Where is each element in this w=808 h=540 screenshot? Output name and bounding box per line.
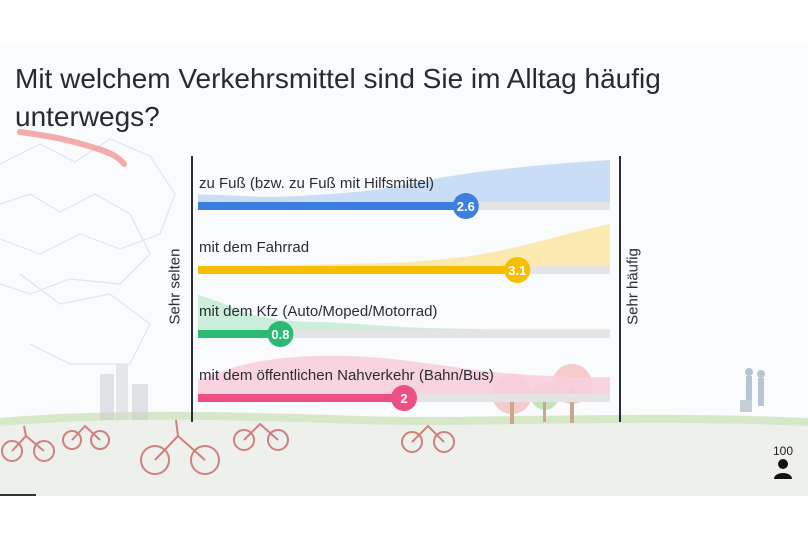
value-label-2: 0.8 (271, 327, 289, 342)
ground-decoration (0, 419, 808, 496)
bar-1 (198, 266, 518, 274)
person-icon (774, 459, 792, 479)
city-skyline-decoration (100, 364, 148, 420)
bar-2 (198, 330, 281, 338)
cyclists-decoration (1, 419, 455, 475)
category-label-1: mit dem Fahrrad (199, 239, 309, 256)
pedestrians-decoration (740, 368, 765, 412)
category-label-0: zu Fuß (bzw. zu Fuß mit Hilfsmittel) (199, 175, 434, 192)
rating-chart: zu Fuß (bzw. zu Fuß mit Hilfsmittel) 2.6 m… (191, 156, 621, 422)
category-label-2: mit dem Kfz (Auto/Moped/Motorrad) (199, 303, 437, 320)
value-label-0: 2.6 (457, 199, 475, 214)
bottom-divider (0, 494, 36, 496)
value-marker-0 (452, 193, 479, 219)
map-outline-decoration (0, 138, 176, 365)
distribution-area-2 (198, 294, 610, 334)
value-marker-2 (267, 321, 294, 347)
route-line-decoration (17, 129, 127, 167)
category-label-3: mit dem öffentlichen Nahverkehr (Bahn/Bu… (199, 367, 494, 384)
slide: Mit welchem Verkehrsmittel sind Sie im A… (0, 44, 808, 496)
value-label-3: 2 (400, 391, 407, 406)
distribution-area-1 (198, 224, 610, 270)
question-title: Mit welchem Verkehrsmittel sind Sie im A… (15, 63, 661, 132)
value-marker-1 (504, 257, 531, 283)
axis-label-left: Sehr selten (166, 248, 184, 325)
respondent-count: 100 (768, 444, 798, 485)
axis-label-right: Sehr häufig (624, 248, 642, 325)
respondent-count-value: 100 (772, 444, 794, 458)
distribution-area-3 (198, 355, 610, 398)
distribution-area-0 (198, 160, 610, 206)
bar-3 (198, 394, 404, 402)
bar-track-2 (198, 330, 610, 338)
value-label-1: 3.1 (508, 263, 526, 278)
bar-0 (198, 202, 466, 210)
value-marker-3 (391, 385, 417, 411)
